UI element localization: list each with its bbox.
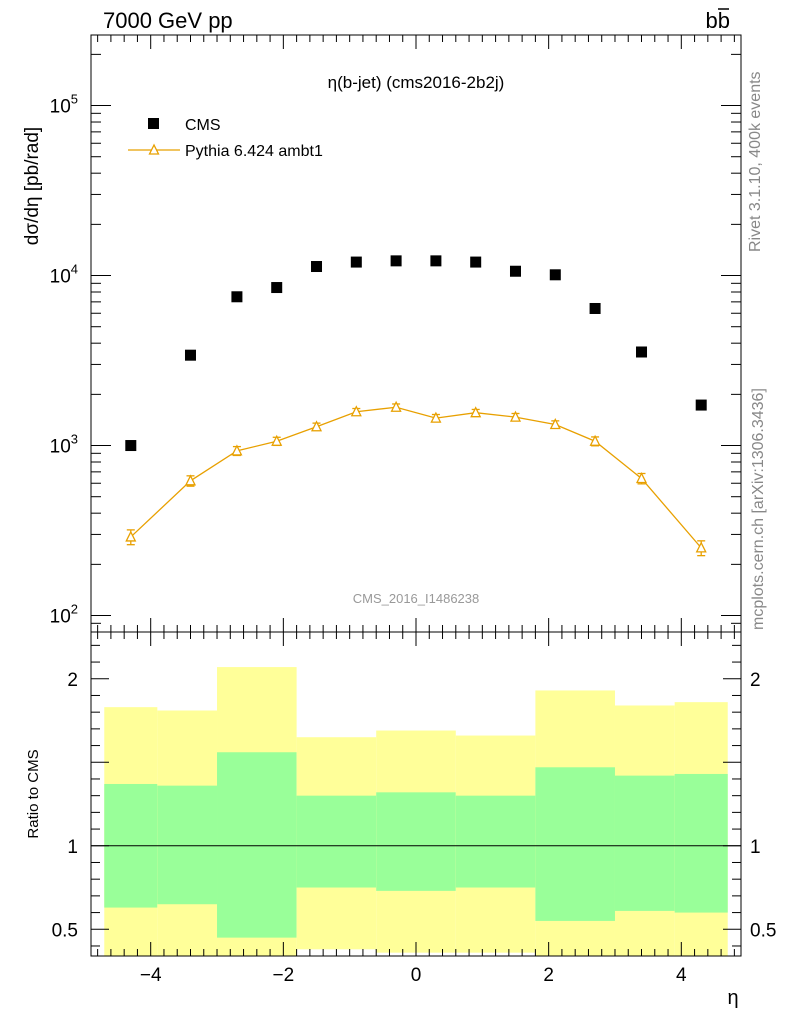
cms-point [430,255,442,267]
cms-point [350,256,362,268]
final-state-bbar: b [718,8,730,33]
x-tick-label: 0 [411,965,422,986]
watermark: CMS_2016_I1486238 [353,591,480,606]
pythia-point [310,420,323,432]
x-tick-label: −4 [140,965,162,986]
pythia-point [271,434,283,446]
y-tick-label: 105 [50,92,78,118]
ratio-band-inner [455,795,536,888]
ratio-band-inner [376,792,456,891]
cms-point [549,269,561,281]
cms-point [390,255,402,267]
ratio-panel: −4 −2 0 2 4 0.5 0.5 1 1 2 2 Ratio to CMS η [25,631,776,1009]
cms-point [470,256,482,268]
cms-point [125,440,137,452]
main-ylabel: dσ/dη [pb/rad] [22,127,43,245]
ratio-y-tick-label: 1 [67,837,78,858]
pythia-point [549,418,561,430]
ratio-y-tick-label: 2 [67,670,78,691]
pythia-point [470,406,482,418]
ratio-band-inner [535,767,615,921]
pythia-point [390,400,402,412]
collision-label: 7000 GeV pp [103,8,233,33]
cms-point [184,349,196,361]
final-state-label: bb [706,8,731,33]
pythia-point [125,530,137,542]
ratio-y-tick-label-right: 0.5 [750,920,776,941]
svg-text:bb: bb [706,8,731,33]
cms-point [589,302,601,314]
pythia-point [184,474,197,486]
pythia-point [430,411,442,423]
cms-point [231,291,243,303]
ratio-y-tick-label-right: 1 [750,837,761,858]
legend-label-pythia: Pythia 6.424 ambt1 [185,143,323,160]
rivet-label: Rivet 3.1.10, 400k events [747,71,764,252]
pythia-point [635,472,648,484]
mcplots-label: mcplots.cern.ch [arXiv:1306.3436] [750,388,767,630]
cms-point [695,399,707,411]
ratio-y-tick-label-right: 2 [750,670,761,691]
plot-title: η(b-jet) (cms2016-2b2j) [328,73,505,92]
legend-label-cms: CMS [185,117,221,134]
pythia-point [589,434,601,446]
x-tick-label: 4 [676,965,687,986]
y-tick-label: 102 [50,602,78,628]
ratio-band-inner [157,785,218,905]
ratio-xlabel: η [727,987,738,1009]
legend-marker-pythia [148,143,160,155]
pythia-point [509,410,522,422]
y-tick-label: 104 [50,262,78,288]
ratio-band-inner [217,752,297,938]
pythia-line [130,406,702,549]
cms-point [636,346,648,358]
cms-point [271,282,283,294]
ratio-y-tick-label: 0.5 [52,920,78,941]
cms-point [311,261,323,273]
ratio-band-inner [614,775,675,911]
ratio-ylabel: Ratio to CMS [25,749,42,838]
pythia-point [231,444,243,456]
y-tick-label: 103 [50,432,78,458]
legend: CMS Pythia 6.424 ambt1 [128,117,323,160]
pythia-point [350,405,362,417]
cms-point [509,265,521,277]
ratio-band-inner [674,773,728,913]
main-panel: 102 103 104 105 η(b-jet) (cms2016-2b2j) CMS… [22,34,742,633]
final-state-b: b [706,8,718,33]
legend-marker-cms [148,118,159,129]
x-tick-label: 2 [543,965,554,986]
ratio-band-inner [296,795,377,888]
pythia-point [695,541,707,553]
x-tick-label: −2 [273,965,295,986]
